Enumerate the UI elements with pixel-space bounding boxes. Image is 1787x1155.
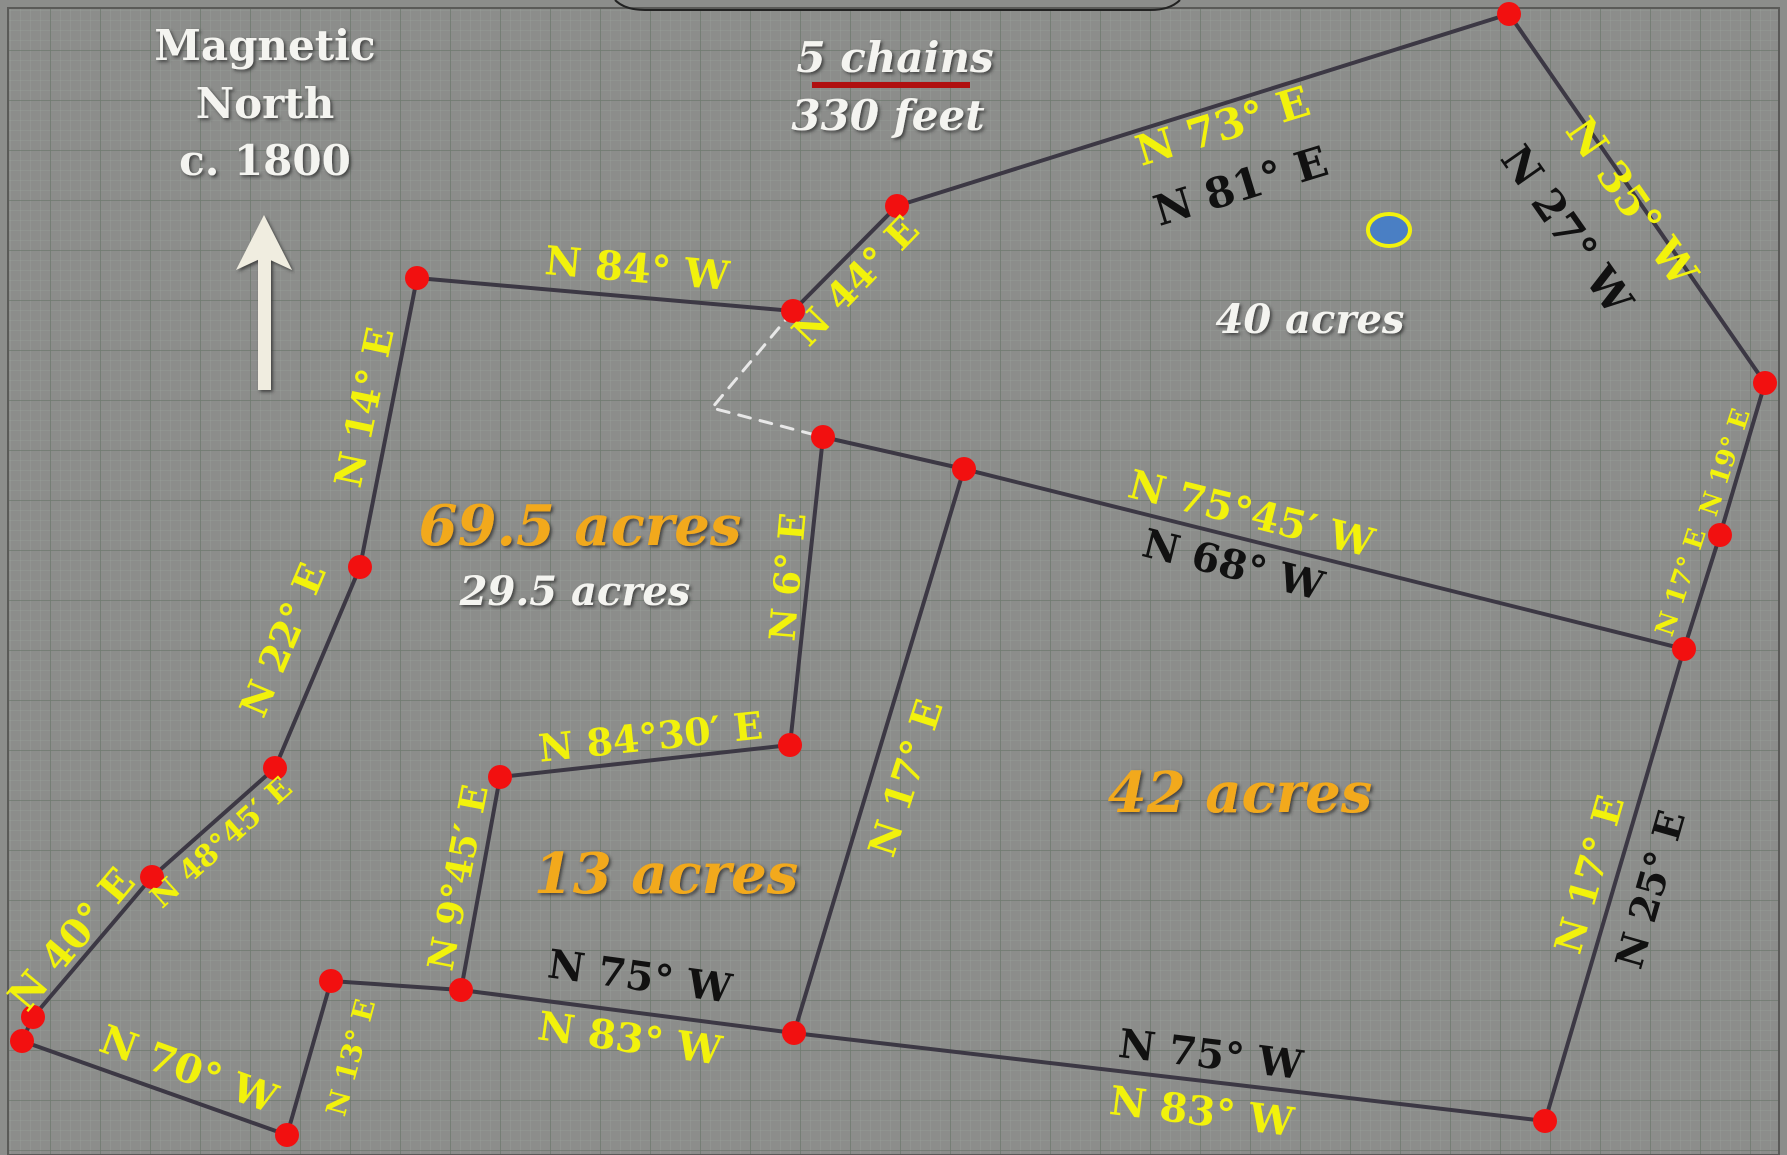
area-13-acres: 13 acres [534,841,798,907]
area-40-acres: 40 acres [1216,296,1405,343]
top-edge-arc [614,0,1181,11]
dashed-connector [710,309,825,439]
north-arrow: Magnetic North c. 1800 [154,21,376,390]
corner-marker [952,457,976,481]
scale-chains: 5 chains [796,33,993,82]
corner-marker [778,733,802,757]
boundary-inner-west [459,435,825,992]
corner-markers [10,2,1777,1147]
corner-marker [1753,371,1777,395]
scale-bar: 5 chains 330 feet [791,33,993,140]
corner-marker [781,299,805,323]
corner-marker [488,765,512,789]
corner-marker [1708,523,1732,547]
area-69-5-acres: 69.5 acres [419,493,742,559]
corner-marker [449,978,473,1002]
corner-marker [782,1021,806,1045]
north-line3: c. 1800 [179,136,351,185]
corner-marker [140,865,164,889]
corner-marker [405,266,429,290]
corner-marker [263,756,287,780]
north-line1: Magnetic [154,21,375,70]
corner-marker [319,969,343,993]
boundary-inner-east [792,467,966,1035]
area-labels: 40 acres 69.5 acres 29.5 acres 13 acres … [419,296,1405,907]
scale-bar-line [812,82,970,88]
corner-marker [348,555,372,579]
well-marker-icon [1366,212,1412,248]
paper-edge [7,7,1780,1155]
corner-marker [275,1123,299,1147]
area-42-acres: 42 acres [1108,760,1372,826]
north-line2: North [196,79,334,128]
area-29-5-acres: 29.5 acres [459,568,691,615]
corner-marker [21,1005,45,1029]
corner-marker [1497,2,1521,26]
corner-marker [10,1029,34,1053]
scale-feet: 330 feet [791,91,984,140]
corner-marker [1533,1109,1557,1133]
corner-marker [885,194,909,218]
corner-marker [811,425,835,449]
outer-boundary-north [895,12,1767,1123]
well-marker [1366,212,1412,248]
north-arrow-icon [236,215,292,390]
corner-marker [1672,637,1696,661]
